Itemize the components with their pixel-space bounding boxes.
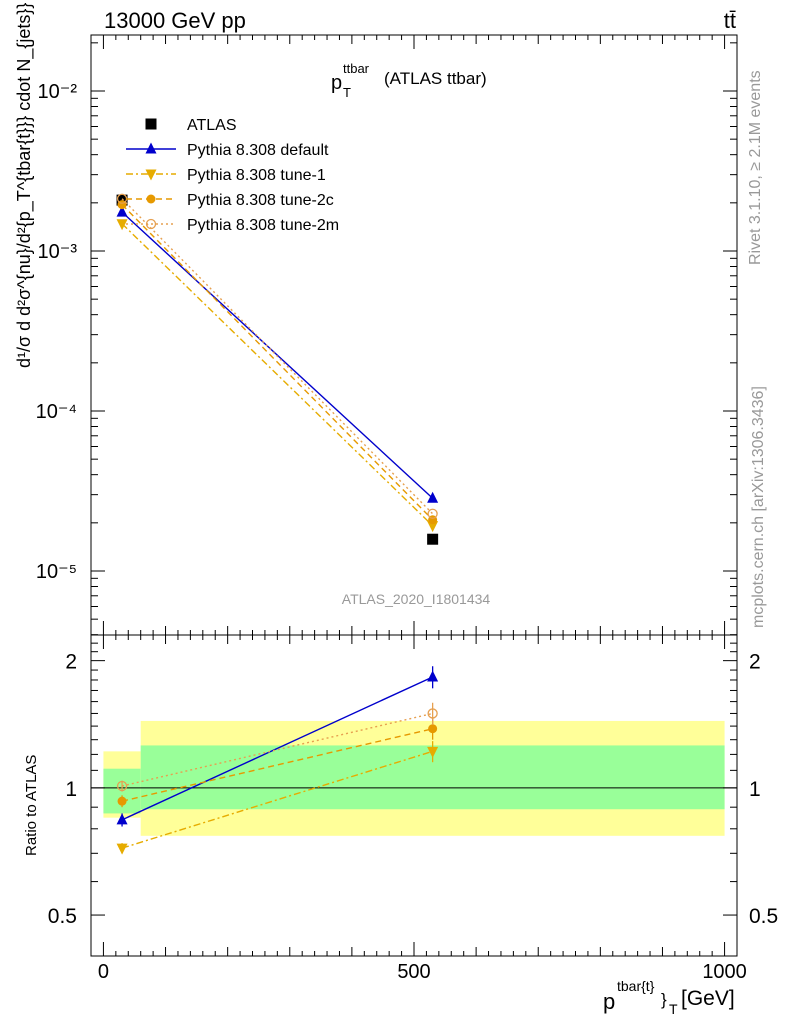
legend-atlas-marker <box>145 118 157 130</box>
legend-pythia-8-308-default-marker <box>145 142 157 154</box>
x-axis-label-main: p <box>603 989 615 1014</box>
pythia-8-308-default-ratio-point <box>116 813 128 825</box>
main-panel: 10⁻⁵ 10⁻⁴ 10⁻³ 10⁻² p ttbar T (ATLAS ttbar)… <box>14 0 738 636</box>
pythia-8-308-tune-2c-line <box>121 204 434 521</box>
legend: ATLAS Pythia 8.308 default Pythia 8.308 tu… <box>126 117 339 234</box>
legend-pythia-8-308-default-label: Pythia 8.308 default <box>187 142 329 159</box>
legend-pythia-8-308-tune-2m-marker <box>145 218 157 230</box>
plot-title-rest: (ATLAS ttbar) <box>384 69 487 88</box>
plot-title-sub: T <box>343 85 351 100</box>
pythia-8-308-default-point <box>427 491 439 503</box>
ratio-y-axis-label: Ratio to ATLAS <box>23 755 40 856</box>
legend-atlas-label: ATLAS <box>187 117 237 134</box>
legend-pythia-8-308-tune-1-marker <box>145 169 157 181</box>
pythia-8-308-tune-2m-point <box>427 508 438 519</box>
rivet-version-label: Rivet 3.1.10, ≥ 2.1M events <box>747 70 764 265</box>
ratio-x-tick-label: 0 <box>98 961 109 983</box>
x-axis-label-unit: [GeV] <box>681 987 735 1010</box>
atlas-point <box>427 533 439 545</box>
pythia-8-308-tune-2m-ratio-point <box>427 708 438 719</box>
plot-title-main: p <box>331 72 342 94</box>
pythia-8-308-tune-2c-ratio-point <box>117 796 127 806</box>
pythia-8-308-default-ratio-point <box>427 670 439 682</box>
ratio-y-tick-label-right: 0.5 <box>749 905 778 928</box>
pythia-8-308-tune-2m-line <box>121 198 434 515</box>
pythia-8-308-tune-1-point <box>427 521 439 533</box>
ratio-y-tick-label: 0.5 <box>48 905 77 928</box>
main-y-tick-label: 10⁻² <box>38 81 78 103</box>
legend-pythia-8-308-tune-2c-label: Pythia 8.308 tune-2c <box>187 192 334 209</box>
x-axis-label-sub: T <box>669 1001 678 1017</box>
main-y-tick-label: 10⁻⁵ <box>36 561 77 583</box>
ratio-panel: 0.5 0.5 1 1 2 2 0 500 1000 Ratio to ATLAS p tba… <box>23 634 778 1017</box>
plot-title: p ttbar T (ATLAS ttbar) <box>331 61 487 100</box>
x-axis-label-sup: tbar{t} <box>617 978 655 994</box>
pythia-8-308-default-line <box>121 211 434 499</box>
x-axis-label-brace: } <box>661 990 667 1009</box>
legend-pythia-8-308-tune-2c-marker <box>146 194 156 204</box>
ratio-y-tick-label-right: 2 <box>749 651 761 674</box>
analysis-watermark: ATLAS_2020_I1801434 <box>342 591 491 607</box>
energy-label: 13000 GeV pp <box>104 8 246 33</box>
pythia-8-308-tune-1-ratio-point <box>116 843 128 855</box>
pythia-8-308-tune-1-ratio-point <box>427 746 439 758</box>
ratio-x-tick-label: 500 <box>397 961 430 983</box>
pythia-8-308-default-point <box>116 205 128 217</box>
pythia-8-308-tune-2c-ratio-point <box>428 724 438 734</box>
ratio-y-tick-label: 2 <box>65 651 77 674</box>
ratio-y-tick-label: 1 <box>65 778 77 801</box>
mcplots-label: mcplots.cern.ch [arXiv:1306.3436] <box>750 386 767 628</box>
main-y-axis-label: d¹/σ d d²σ^{nu}/d²{p_T^{tbar{t}}} cdot N… <box>14 0 35 368</box>
legend-pythia-8-308-tune-2m-label: Pythia 8.308 tune-2m <box>187 217 339 234</box>
legend-pythia-8-308-tune-1-label: Pythia 8.308 tune-1 <box>187 167 326 184</box>
pythia-8-308-tune-2c-ratio-line <box>121 728 433 802</box>
pythia-8-308-tune-1-ratio-line <box>121 750 433 849</box>
main-y-tick-label: 10⁻⁴ <box>36 401 77 423</box>
pythia-8-308-tune-1-point <box>116 219 128 231</box>
x-axis-label: p tbar{t} } T [GeV] <box>603 978 735 1017</box>
ratio-y-tick-label-right: 1 <box>749 778 761 801</box>
pythia-8-308-default-ratio-line <box>121 676 433 821</box>
pythia-8-308-tune-2m-ratio-point <box>116 780 128 792</box>
pythia-8-308-tune-2m-ratio-line <box>121 712 433 787</box>
main-y-tick-label: 10⁻³ <box>38 241 78 263</box>
pythia-8-308-tune-1-line <box>121 223 434 527</box>
process-label: tt̄ <box>724 8 736 33</box>
plot-title-sup: ttbar <box>343 61 370 76</box>
ratio-x-tick-label: 1000 <box>702 961 747 983</box>
